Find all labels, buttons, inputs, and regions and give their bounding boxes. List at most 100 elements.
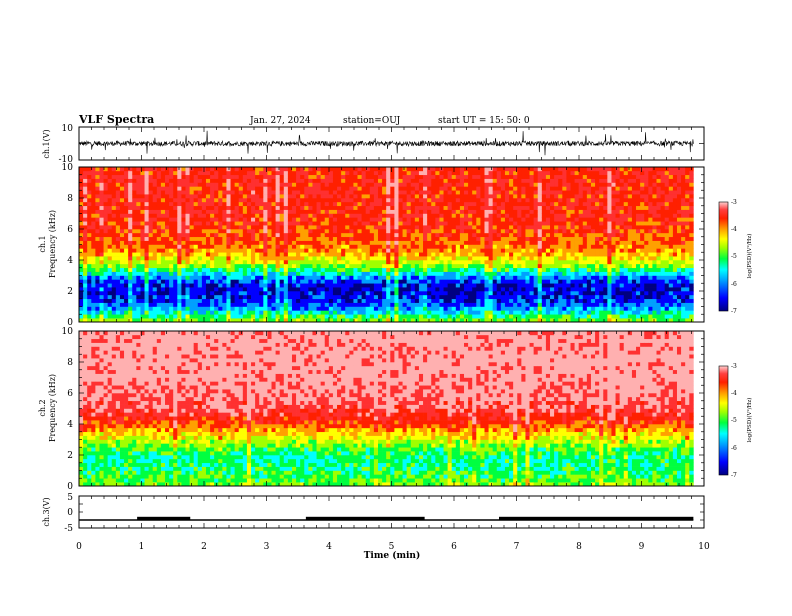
spectrogram-cell [173,268,177,272]
spectrogram-cell [538,276,542,280]
spectrogram-cell [83,276,87,280]
spectrogram-cell [464,202,468,206]
spectrogram-cell [95,256,99,260]
spectrogram-cell [247,272,251,276]
spectrogram-cell [484,303,488,307]
spectrogram-cell [517,299,521,303]
spectrogram-cell [280,295,284,299]
spectrogram-cell [452,291,456,295]
spectrogram-cell [489,260,493,264]
spectrogram-cell [439,229,443,233]
spectrogram-cell [419,241,423,245]
spectrogram-cell [116,248,120,252]
spectrogram-cell [104,252,108,256]
spectrogram-cell [145,314,149,318]
spectrogram-cell [448,252,452,256]
spectrogram-cell [337,198,341,202]
spectrogram-cell [247,276,251,280]
spectrogram-cell [308,186,312,190]
spectrogram-cell [173,276,177,280]
spectrogram-cell [398,268,402,272]
spectrogram-cell [419,314,423,318]
spectrogram-cell [489,175,493,179]
spectrogram-cell [312,295,316,299]
spectrogram-cell [575,221,579,225]
spectrogram-cell [337,276,341,280]
spectrogram-cell [407,233,411,237]
spectrogram-cell [259,245,263,249]
spectrogram-cell [251,241,255,245]
spectrogram-cell [378,268,382,272]
spectrogram-cell [333,241,337,245]
panel-ch1-waveform: 10 -10 ch.1(V) [42,124,704,165]
spectrogram-cell [415,210,419,214]
spectrogram-cell [468,291,472,295]
spectrogram-cell [501,260,505,264]
spectrogram-cell [292,198,296,202]
spectrogram-cell [321,307,325,311]
spectrogram-cell [349,245,353,249]
spectrogram-cell [218,229,222,233]
spectrogram-cell [476,210,480,214]
spectrogram-cell [444,248,448,252]
spectrogram-cell [321,237,325,241]
spectrogram-cell [394,206,398,210]
spectrogram-cell [427,310,431,314]
spectrogram-cell [276,225,280,229]
spectrogram-cell [542,245,546,249]
spectrogram-cell [325,260,329,264]
spectrogram-cell [382,248,386,252]
spectrogram-cell [415,287,419,291]
spectrogram-cell [398,252,402,256]
spectrogram-cell [439,256,443,260]
spectrogram-cell [333,229,337,233]
spectrogram-cell [198,225,202,229]
spectrogram-cell [431,279,435,283]
spectrogram-cell [91,241,95,245]
spectrogram-cell [296,256,300,260]
spectrogram-cell [218,248,222,252]
spectrogram-cell [366,233,370,237]
spectrogram-cell [390,198,394,202]
spectrogram-cell [284,217,288,221]
spectrogram-cell [165,206,169,210]
spectrogram-cell [325,214,329,218]
spectrogram-cell [317,268,321,272]
spectrogram-cell [370,299,374,303]
spectrogram-cell [484,283,488,287]
spectrogram-cell [198,186,202,190]
spectrogram-cell [550,260,554,264]
spectrogram-cell [173,310,177,314]
spectrogram-cell [439,291,443,295]
spectrogram-cell [99,217,103,221]
spectrogram-cell [534,260,538,264]
spectrogram-cell [460,237,464,241]
spectrogram-cell [337,268,341,272]
spectrogram-cell [222,252,226,256]
spectrogram-cell [267,260,271,264]
spectrogram-cell [267,237,271,241]
spectrogram-cell [407,287,411,291]
spectrogram-cell [300,210,304,214]
spectrogram-cell [538,202,542,206]
spectrogram-cell [390,307,394,311]
spectrogram-cell [448,237,452,241]
spectrogram-cell [194,175,198,179]
spectrogram-cell [108,202,112,206]
spectrogram-cell [231,179,235,183]
spectrogram-cell [472,268,476,272]
spectrogram-cell [501,268,505,272]
spectrogram-cell [509,279,513,283]
spectrogram-cell [185,206,189,210]
spectrogram-cell [382,190,386,194]
spectrogram-cell [300,183,304,187]
spectrogram-cell [132,194,136,198]
spectrogram-cell [505,210,509,214]
spectrogram-cell [546,276,550,280]
spectrogram-cell [296,190,300,194]
spectrogram-cell [312,210,316,214]
spectrogram-cell [558,303,562,307]
spectrogram-cell [460,264,464,268]
spectrogram-cell [255,276,259,280]
ch1-spectrogram-cells [79,167,694,322]
